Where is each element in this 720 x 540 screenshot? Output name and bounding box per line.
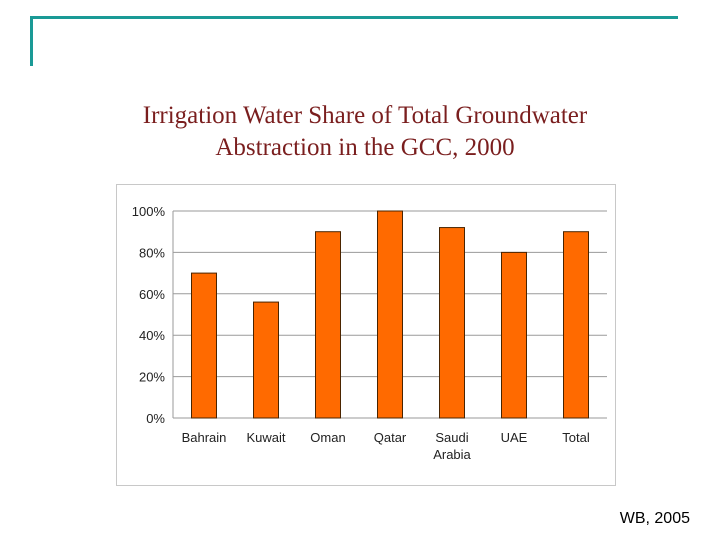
bar-qatar — [377, 210, 403, 419]
bar-uae — [501, 251, 527, 419]
frame-left-line — [30, 16, 33, 66]
y-tick-label: 20% — [139, 370, 165, 385]
chart-container: 0% 20% 40% 60% 80% 100% Bahrain Kuwait Oman Qata… — [116, 184, 616, 486]
bar-oman — [315, 231, 341, 419]
slide-title-line-1: Irrigation Water Share of Total Groundwa… — [142, 102, 588, 129]
slide-title-line-2: Abstraction in the GCC, 2000 — [215, 134, 515, 161]
x-tick-label: UAE — [501, 430, 528, 445]
x-tick-label: Total — [562, 430, 590, 445]
x-tick-labels: Bahrain Kuwait Oman Qatar Saudi Arabia UAE Tota… — [182, 430, 590, 462]
y-tick-label: 0% — [146, 411, 165, 426]
x-tick-label: Saudi Arabia — [433, 430, 471, 462]
bar-bahrain — [191, 272, 217, 419]
bar-total — [563, 231, 589, 419]
slide-title: Irrigation Water Share of Total Groundwa… — [60, 100, 670, 164]
bars — [191, 210, 589, 419]
source-citation: WB, 2005 — [619, 510, 690, 527]
y-tick-labels: 0% 20% 40% 60% 80% 100% — [132, 204, 166, 426]
x-tick-label: Kuwait — [246, 430, 285, 445]
y-tick-label: 100% — [132, 204, 166, 219]
x-tick-label: Qatar — [374, 430, 407, 445]
bar-kuwait — [253, 301, 279, 419]
y-tick-label: 60% — [139, 287, 165, 302]
x-tick-label: Oman — [310, 430, 345, 445]
bar-chart: 0% 20% 40% 60% 80% 100% Bahrain Kuwait Oman Qata… — [132, 204, 607, 462]
x-tick-label: Bahrain — [182, 430, 227, 445]
y-tick-label: 40% — [139, 328, 165, 343]
bar-saudi-arabia — [439, 227, 465, 419]
y-tick-label: 80% — [139, 245, 165, 260]
frame-top-line — [30, 16, 678, 19]
